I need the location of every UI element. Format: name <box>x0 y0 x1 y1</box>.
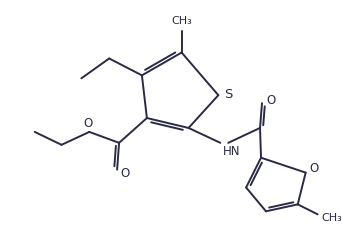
Text: O: O <box>84 117 93 130</box>
Text: O: O <box>120 167 130 180</box>
Text: O: O <box>266 94 275 107</box>
Text: HN: HN <box>223 145 241 158</box>
Text: S: S <box>224 88 233 101</box>
Text: O: O <box>309 162 318 175</box>
Text: CH₃: CH₃ <box>171 16 192 26</box>
Text: CH₃: CH₃ <box>321 213 342 223</box>
